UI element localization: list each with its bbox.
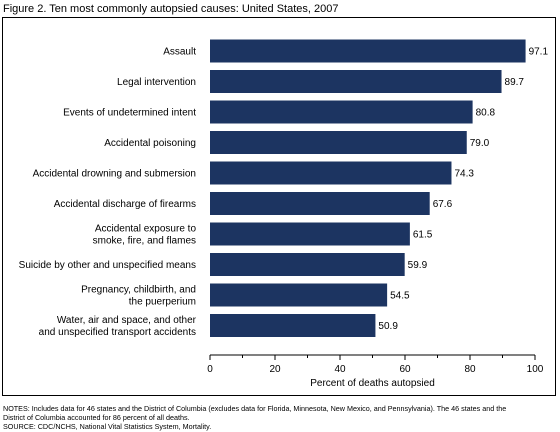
bar <box>210 253 405 276</box>
figure-notes: NOTES: Includes data for 46 states and t… <box>3 404 557 431</box>
bar <box>210 192 430 215</box>
notes-line-2: District of Columbia accounted for 86 pe… <box>3 413 190 422</box>
bar <box>210 283 388 307</box>
bar-value-label: 61.5 <box>413 230 433 241</box>
x-tick-label: 40 <box>334 364 346 375</box>
bars-layer: 97.1 Assault 89.7 Legal intervention 80.8 Eve… <box>19 39 549 338</box>
chart-frame <box>2 17 556 396</box>
x-axis: 0 20 40 60 80 100 <box>207 354 544 375</box>
x-tick-label: 60 <box>399 364 411 375</box>
bar <box>210 161 452 185</box>
bar-value-label: 67.6 <box>433 199 453 210</box>
x-tick-label: 100 <box>527 364 544 375</box>
bar-value-label: 74.3 <box>454 169 474 180</box>
bar-value-label: 50.9 <box>378 321 398 332</box>
category-label: Suicide by other and unspecified means <box>19 260 196 271</box>
x-tick-label: 80 <box>464 364 476 375</box>
x-tick-label: 20 <box>269 364 281 375</box>
category-label: Water, air and space, and other and unspe… <box>39 315 197 338</box>
bar-value-label: 97.1 <box>529 47 549 58</box>
bar <box>210 100 473 124</box>
bar-value-label: 89.7 <box>505 77 525 88</box>
bar <box>210 314 376 337</box>
bar <box>210 70 502 93</box>
category-label: Pregnancy, childbirth, and the puerperium <box>81 285 196 308</box>
category-label: Accidental discharge of firearms <box>54 199 196 210</box>
bar-value-label: 80.8 <box>476 108 496 119</box>
notes-line-3: SOURCE: CDC/NCHS, National Vital Statist… <box>3 422 212 431</box>
bar-value-label: 59.9 <box>408 260 428 271</box>
bar <box>210 131 467 154</box>
category-label: Assault <box>163 47 196 58</box>
x-tick-label: 0 <box>207 364 213 375</box>
figure-title: Figure 2. Ten most commonly autopsied ca… <box>3 3 339 15</box>
category-label: Accidental drowning and submersion <box>33 169 196 180</box>
category-label: Legal intervention <box>117 77 196 88</box>
bar <box>210 222 410 246</box>
bar <box>210 39 526 63</box>
notes-line-1: NOTES: Includes data for 46 states and t… <box>3 404 507 413</box>
bar-value-label: 79.0 <box>470 138 490 149</box>
category-label: Accidental poisoning <box>104 138 196 149</box>
bar-value-label: 54.5 <box>390 291 410 302</box>
category-label: Events of undetermined intent <box>63 108 196 119</box>
x-axis-title: Percent of deaths autopsied <box>310 378 435 389</box>
category-label: Accidental exposure to smoke, fire, and f… <box>93 224 197 247</box>
